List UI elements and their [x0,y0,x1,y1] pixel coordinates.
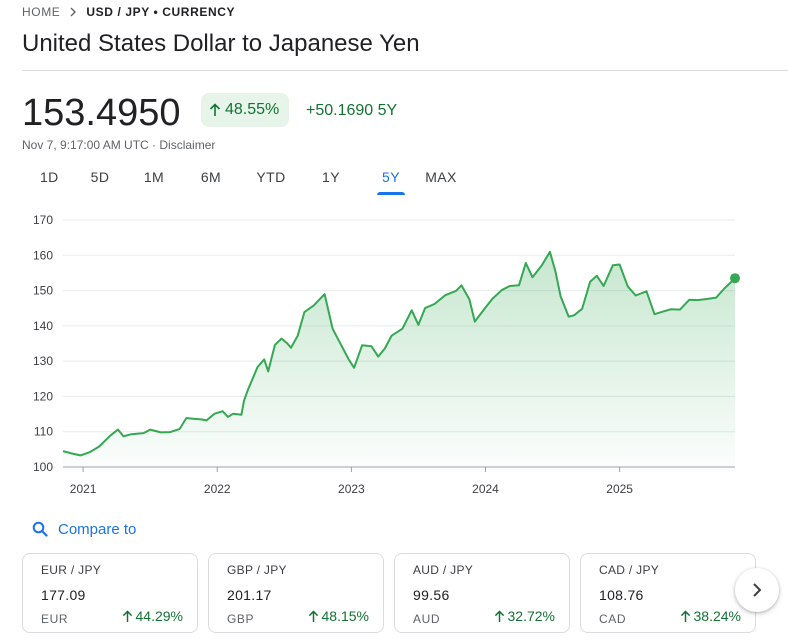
compare-card-aud-jpy[interactable]: AUD / JPY 99.56 AUD 32.72% [394,553,570,633]
tab-1y[interactable]: 1Y [322,169,340,185]
compare-card-gbp-jpy[interactable]: GBP / JPY 201.17 GBP 48.15% [208,553,384,633]
card-change-value: 44.29% [135,608,183,624]
y-tick-label: 120 [33,389,53,403]
y-tick-label: 140 [33,319,53,333]
y-tick-label: 160 [33,248,53,262]
card-rate: 108.76 [599,587,644,603]
y-axis-labels: 170 160 150 140 130 120 110 100 [33,213,53,474]
card-change: 32.72% [494,608,555,624]
page-title: United States Dollar to Japanese Yen [22,30,420,57]
y-tick-label: 170 [33,213,53,227]
chart-price-line [62,250,736,457]
card-pair: AUD / JPY [413,563,474,577]
title-divider [22,70,788,71]
tab-6m[interactable]: 6M [200,169,222,185]
card-pair: CAD / JPY [599,563,660,577]
x-tick-label: 2021 [70,482,97,496]
card-pair: EUR / JPY [41,563,102,577]
compare-card-cad-jpy[interactable]: CAD / JPY 108.76 CAD 38.24% [580,553,756,633]
x-tick-label: 2022 [204,482,231,496]
card-code: CAD [599,612,627,626]
arrow-up-icon [209,103,221,116]
current-price-marker [730,273,740,284]
breadcrumb-current: USD / JPY • CURRENCY [86,5,236,19]
tab-5d[interactable]: 5D [90,169,110,185]
arrow-up-icon [122,609,132,622]
card-rate: 201.17 [227,587,272,603]
arrow-up-icon [308,609,318,622]
card-change: 48.15% [308,608,369,624]
breadcrumb-home[interactable]: HOME [22,5,61,19]
chevron-right-icon [753,583,762,597]
tab-ytd[interactable]: YTD [256,169,286,185]
card-code: EUR [41,612,69,626]
percent-change-badge: 48.55% [201,93,290,127]
card-change-value: 38.24% [693,608,741,624]
chart-area-fill [63,251,735,467]
card-code: AUD [413,612,441,626]
tab-max[interactable]: MAX [425,169,457,185]
card-change-value: 48.15% [321,608,369,624]
x-tick-label: 2025 [606,482,633,496]
compare-to-button[interactable]: Compare to [32,518,136,540]
card-code: GBP [227,612,255,626]
percent-change-value: 48.55% [225,101,280,118]
x-tick-label: 2023 [338,482,365,496]
y-tick-label: 130 [33,354,53,368]
current-price: 153.4950 [22,92,181,134]
y-tick-label: 110 [34,425,53,439]
range-tabs: 1D 5D 1M 6M YTD 1Y 5Y MAX [22,166,460,195]
card-rate: 99.56 [413,587,450,603]
x-axis-labels: 2021 2022 2023 2024 2025 [70,467,633,496]
tab-1m[interactable]: 1M [143,169,165,185]
card-change-value: 32.72% [507,608,555,624]
absolute-change: +50.1690 5Y [306,102,398,119]
arrow-up-icon [494,609,504,622]
comparison-cards: EUR / JPY 177.09 EUR 44.29% GBP / JPY 20… [22,553,756,633]
compare-to-label: Compare to [58,520,137,538]
breadcrumb: HOME USD / JPY • CURRENCY [22,5,235,19]
tab-1d[interactable]: 1D [40,169,59,185]
arrow-up-icon [680,609,690,622]
tab-5y[interactable]: 5Y [377,166,405,195]
y-tick-label: 150 [33,284,53,298]
card-change: 38.24% [680,608,741,624]
card-rate: 177.09 [41,587,86,603]
next-cards-button[interactable] [735,568,779,612]
card-pair: GBP / JPY [227,563,287,577]
search-icon [32,521,48,537]
y-tick-label: 100 [33,460,53,474]
chevron-right-icon [68,7,78,17]
card-change: 44.29% [122,608,183,624]
compare-card-eur-jpy[interactable]: EUR / JPY 177.09 EUR 44.29% [22,553,198,633]
x-tick-label: 2024 [472,482,499,496]
quote-timestamp: Nov 7, 9:17:00 AM UTC · Disclaimer [22,138,216,152]
